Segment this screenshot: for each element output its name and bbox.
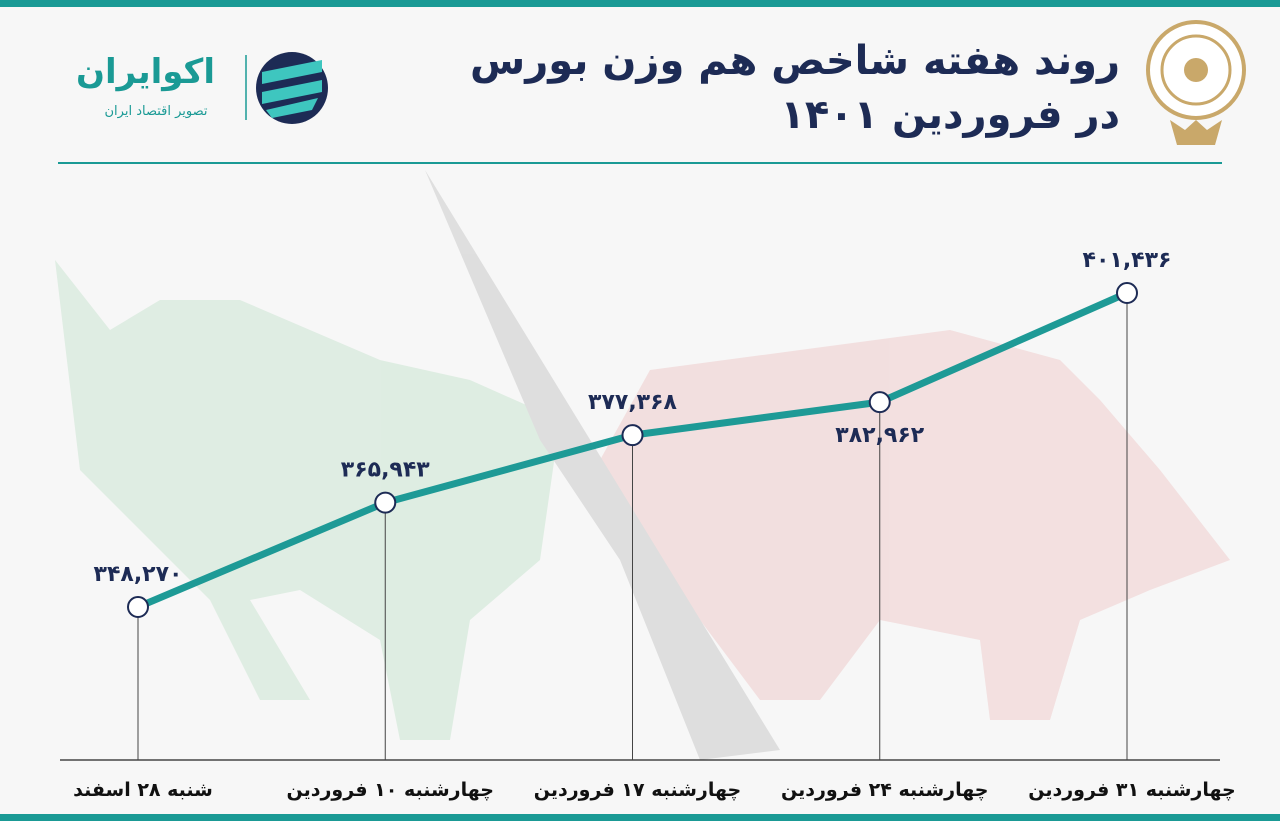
emblem bbox=[1146, 20, 1246, 145]
x-tick-label: چهارشنبه ۲۴ فروردین bbox=[781, 779, 988, 801]
value-label: ۳۶۵,۹۴۳ bbox=[341, 458, 430, 483]
point bbox=[127, 596, 149, 618]
value-label: ۴۰۱,۴۳۶ bbox=[1083, 248, 1172, 273]
background-art bbox=[55, 170, 1230, 760]
value-label: ۳۷۷,۳۶۸ bbox=[588, 390, 677, 415]
bottom-bar bbox=[0, 814, 1280, 821]
brand-tagline: تصویر اقتصاد ایران bbox=[104, 104, 208, 119]
value-label: ۳۴۸,۲۷۰ bbox=[94, 562, 183, 587]
x-tick-label: چهارشنبه ۱۰ فروردین bbox=[287, 779, 494, 801]
top-bar bbox=[0, 0, 1280, 7]
plot: ۳۴۸,۲۷۰ شنبه ۲۸ اسفند ۳۶۵,۹۴۳ چهارشنبه ۱۰ ف… bbox=[73, 248, 1236, 801]
x-tick-label: چهارشنبه ۱۷ فروردین bbox=[534, 779, 741, 801]
point bbox=[374, 491, 397, 514]
point bbox=[868, 391, 891, 414]
x-tick-label: شنبه ۲۸ اسفند bbox=[73, 779, 213, 801]
point bbox=[621, 424, 644, 447]
chart-title: روند هفته شاخص هم وزن بورس bbox=[470, 38, 1120, 84]
value-label: ۳۸۲,۹۶۲ bbox=[835, 423, 924, 448]
logo-icon bbox=[256, 52, 328, 124]
x-tick-label: چهارشنبه ۳۱ فروردین bbox=[1028, 779, 1235, 801]
chart-subtitle: در فروردین ۱۴۰۱ bbox=[780, 92, 1120, 138]
brand-name: اکوایران bbox=[76, 52, 215, 92]
point bbox=[1116, 282, 1138, 304]
